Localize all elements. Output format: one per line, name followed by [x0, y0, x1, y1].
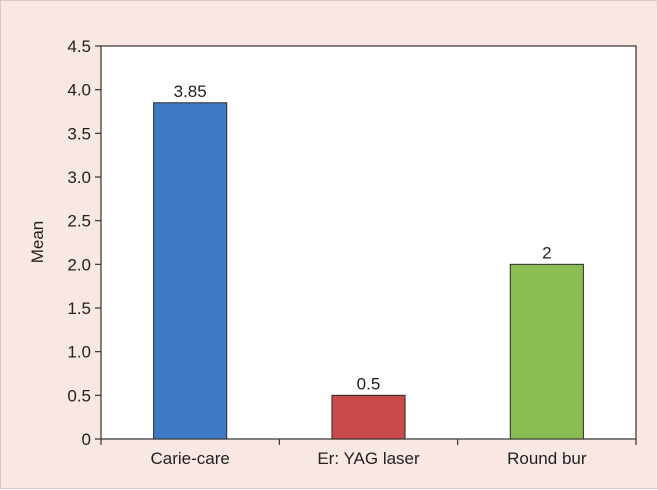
x-axis: Carie-care Er: YAG laser Round bur: [100, 439, 637, 468]
value-labels-group: 3.85 0.5 2: [174, 82, 552, 394]
bar-er-yag-laser: [331, 394, 406, 440]
x-category-label: Round bur: [507, 449, 587, 468]
bar-value-label: 2: [542, 243, 551, 262]
y-tick-label: 2.0: [67, 255, 91, 274]
bar-carie-care: [153, 102, 228, 440]
y-tick-label: 3.0: [67, 168, 91, 187]
bar-value-label: 3.85: [174, 82, 207, 101]
y-tick-label: 1.0: [67, 343, 91, 362]
y-tick-label: 4.0: [67, 81, 91, 100]
y-tick-label: 2.5: [67, 212, 91, 231]
y-axis: 0 0.5 1.0 1.5 2.0 2.5 3.0 3.5 4.0 4.5: [67, 37, 101, 449]
y-tick-label: 4.5: [67, 37, 91, 56]
y-tick-label: 0.5: [67, 386, 91, 405]
bar-value-label: 0.5: [357, 374, 381, 393]
y-tick-label: 0: [82, 430, 91, 449]
y-tick-label: 3.5: [67, 124, 91, 143]
bar-round-bur: [509, 263, 584, 440]
bars-group: [153, 102, 584, 440]
y-axis-title: Mean: [28, 221, 47, 264]
y-tick-label: 1.5: [67, 299, 91, 318]
x-category-label: Er: YAG laser: [317, 449, 420, 468]
x-category-label: Carie-care: [150, 449, 229, 468]
